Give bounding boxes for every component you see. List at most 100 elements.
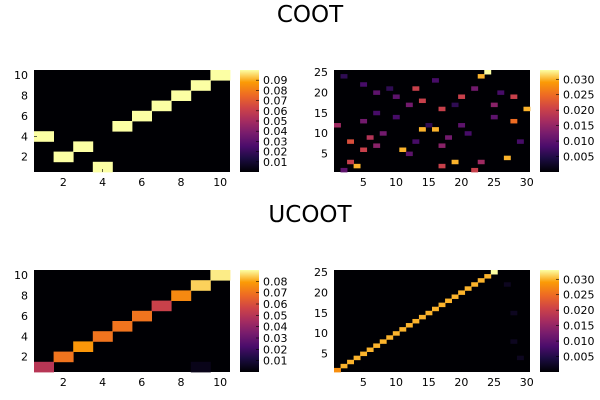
heatmap-cell [432,78,439,83]
colorbar-tick-label: 0.06 [263,298,288,311]
heatmap-cell [392,94,400,99]
heatmap-cell [151,300,172,312]
heatmap-cell [516,139,524,144]
y-tick-label: 2 [21,351,28,364]
x-tick-label: 30 [520,376,534,389]
heatmap-cell [464,286,472,291]
y-tick-label: 10 [314,327,328,340]
heatmap-cell [425,310,433,316]
heatmap-cell [334,123,341,128]
x-tick-label: 25 [487,376,501,389]
heatmap-cell [405,102,413,108]
heatmap-cell [392,114,400,120]
colorbar-tick-label: 0.03 [263,135,288,148]
colorbar-tick-label: 0.030 [563,73,595,86]
colorbar-tick-label: 0.02 [263,146,288,159]
colorbar-tick-label: 0.08 [263,275,288,288]
heatmap-cell [132,310,152,322]
y-tick-label: 4 [21,130,28,143]
heatmap-panel-bottom-left: 2 4 6 8 10 2 4 6 8 10 0.010.020.030.040.050.060.07… [14,269,288,389]
colorbar-tick-label: 0.01 [263,156,288,169]
heatmap-cell [373,110,381,116]
colorbar [540,70,559,172]
heatmap-cell [451,294,459,299]
heatmap-cell [477,74,485,79]
heatmap-cell [412,318,420,324]
colorbar-tick-label: 0.020 [563,304,595,317]
heatmap-cell [151,100,172,112]
heatmap-cell [399,327,407,332]
colorbar-tick-label: 0.025 [563,89,595,102]
colorbar-tick-label: 0.005 [563,151,595,164]
heatmap-cell [53,351,74,363]
heatmap-cell [190,280,211,291]
heatmap-cell [171,90,192,101]
colorbar-tick-label: 0.08 [263,84,288,97]
y-tick-label: 4 [21,330,28,343]
heatmap-cell [347,159,354,165]
heatmap-cell [360,118,368,124]
heatmap-cell [418,314,426,320]
heatmap-cell [340,363,348,369]
heatmap-cell [386,86,394,91]
heatmap-cell [360,82,368,87]
heatmap-cell [34,361,54,373]
heatmap-cell [112,321,133,332]
x-tick-label: 2 [60,376,67,389]
heatmap-panel-bottom-right: 5 10 15 20 25 30 5 10 15 20 25 0.005 0.010 0.015 0.020… [314,266,595,389]
x-tick-label: 30 [520,176,534,189]
y-tick-label: 5 [321,148,328,161]
heatmap-cell [334,367,341,373]
colorbar-tick-label: 0.005 [563,351,595,364]
y-tick-label: 2 [21,151,28,164]
heatmap-cell [438,302,446,308]
colorbar-tick-label: 0.015 [563,120,595,133]
x-tick-label: 6 [138,176,145,189]
y-tick-label: 10 [14,69,28,82]
heatmap-cell [425,123,433,128]
colorbar-tick-label: 0.04 [263,125,288,138]
heatmap-cell [366,347,374,352]
heatmap-cell [379,339,387,344]
colorbar [540,270,559,372]
x-tick-label: 8 [178,376,185,389]
heatmap-cell [490,270,498,275]
heatmap-cell [490,102,498,108]
heatmap-cell [451,159,459,165]
y-tick-label: 8 [21,290,28,303]
colorbar-tick-label: 0.02 [263,343,288,356]
heatmap-cell [73,141,94,152]
heatmap-cell [497,90,505,95]
heatmap-cell [438,143,446,148]
heatmap-cell [458,290,466,295]
y-tick-label: 10 [314,127,328,140]
y-tick-label: 8 [21,90,28,103]
heatmap-cell [353,355,361,361]
colorbar-tick-label: 0.015 [563,320,595,333]
heatmap-cell [171,290,192,301]
title-ucoot: UCOOT [268,202,352,228]
heatmap-cell [458,94,466,99]
heatmap-cell [471,167,479,173]
heatmap-cell [340,74,348,79]
x-tick-label: 10 [389,376,403,389]
colorbar-tick-label: 0.025 [563,289,595,302]
heatmap-cell [510,339,518,344]
x-tick-label: 5 [360,176,367,189]
heatmap-cell [503,282,511,287]
heatmap-cell [190,361,211,373]
heatmap-cell [353,163,361,169]
heatmap-cell [386,335,394,340]
heatmap-background [334,270,530,372]
heatmap-cell [510,310,518,316]
heatmap-cell [458,123,466,128]
x-tick-label: 20 [454,176,468,189]
heatmap-cell [451,102,459,108]
x-tick-label: 25 [487,176,501,189]
heatmap-cell [210,270,231,281]
y-tick-label: 15 [314,307,328,320]
heatmap-cell [471,282,479,287]
heatmap-cell [503,155,511,161]
x-tick-label: 8 [178,176,185,189]
colorbar-tick-label: 0.05 [263,115,288,128]
